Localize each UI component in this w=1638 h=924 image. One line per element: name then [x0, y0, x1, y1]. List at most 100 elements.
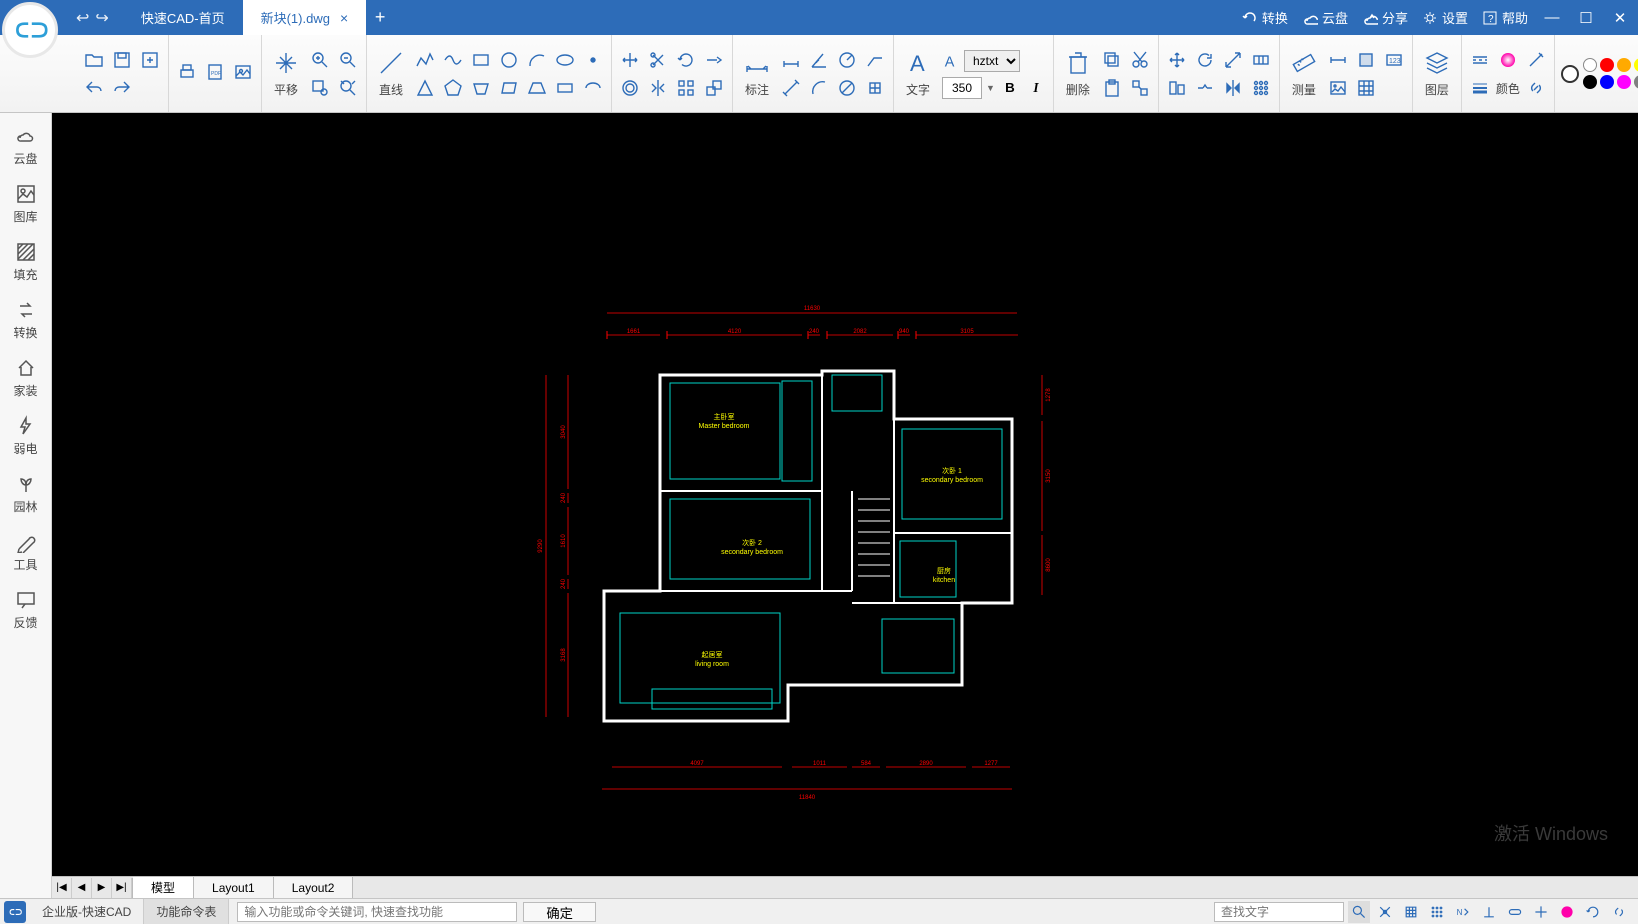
- sidebar-item-convert[interactable]: 转换: [0, 291, 51, 349]
- polygon-icon[interactable]: [469, 76, 493, 100]
- trim-icon[interactable]: [646, 48, 670, 72]
- parallelogram-icon[interactable]: [497, 76, 521, 100]
- snap-icon[interactable]: [1374, 901, 1396, 923]
- polyline-icon[interactable]: [413, 48, 437, 72]
- point-icon[interactable]: [581, 48, 605, 72]
- gear-button[interactable]: 设置: [1422, 8, 1468, 27]
- text-button[interactable]: A 文字: [900, 49, 936, 98]
- nav-forward-icon[interactable]: ↪: [95, 8, 108, 28]
- color-wheel-icon[interactable]: [1496, 48, 1520, 72]
- dist-icon[interactable]: [1326, 48, 1350, 72]
- print-icon[interactable]: [175, 60, 199, 84]
- lineweight-icon[interactable]: [1468, 76, 1492, 100]
- grid-dots-icon[interactable]: [1426, 901, 1448, 923]
- tab-first-icon[interactable]: |◀: [52, 878, 72, 898]
- app-logo[interactable]: [2, 2, 58, 58]
- pan-button[interactable]: 平移: [268, 49, 304, 98]
- help-button[interactable]: ?帮助: [1482, 8, 1528, 27]
- extend-icon[interactable]: [702, 48, 726, 72]
- triangle-icon[interactable]: [413, 76, 437, 100]
- search-icon[interactable]: [1348, 901, 1370, 923]
- dim-ordinate-icon[interactable]: [863, 76, 887, 100]
- explode-icon[interactable]: [1128, 76, 1152, 100]
- color-swatch[interactable]: [1634, 58, 1638, 72]
- grid-toggle-icon[interactable]: [1400, 901, 1422, 923]
- bold-button[interactable]: B: [999, 77, 1021, 99]
- maximize-button[interactable]: ☐: [1576, 8, 1596, 28]
- colorwheel-icon[interactable]: [1556, 901, 1578, 923]
- line-button[interactable]: 直线: [373, 49, 409, 98]
- match-icon[interactable]: [1524, 48, 1548, 72]
- arc-icon[interactable]: [525, 48, 549, 72]
- cross-icon[interactable]: [1530, 901, 1552, 923]
- tab-add-button[interactable]: +: [366, 7, 394, 28]
- circle-icon[interactable]: [497, 48, 521, 72]
- linetype-icon[interactable]: [1468, 48, 1492, 72]
- font-size-input[interactable]: [942, 77, 982, 99]
- cloud-button[interactable]: 云盘: [1302, 8, 1348, 27]
- command-input[interactable]: [237, 902, 517, 922]
- rect-icon[interactable]: [469, 48, 493, 72]
- paste-icon[interactable]: [1100, 76, 1124, 100]
- sidebar-item-feedback[interactable]: 反馈: [0, 581, 51, 639]
- zoom-extents-icon[interactable]: [336, 76, 360, 100]
- stretch-icon[interactable]: [1249, 48, 1273, 72]
- list-icon[interactable]: [1326, 76, 1350, 100]
- spline-icon[interactable]: [441, 48, 465, 72]
- save-icon[interactable]: [110, 48, 134, 72]
- title-tab-1[interactable]: 新块(1).dwg×: [243, 0, 367, 35]
- color-swatch[interactable]: [1634, 75, 1638, 89]
- saveas-icon[interactable]: [138, 48, 162, 72]
- export-image-icon[interactable]: [231, 60, 255, 84]
- layer-button[interactable]: 图层: [1419, 49, 1455, 98]
- sidebar-item-cloud[interactable]: 云盘: [0, 117, 51, 175]
- rotate2-icon[interactable]: [1193, 48, 1217, 72]
- drawing-canvas[interactable]: 主卧室Master bedroom次卧 1secondary bedroom次卧…: [52, 113, 1638, 876]
- func-table-button[interactable]: 功能命令表: [144, 899, 229, 924]
- font-select[interactable]: hztxt: [964, 50, 1020, 72]
- open-icon[interactable]: [82, 48, 106, 72]
- leader-icon[interactable]: [863, 48, 887, 72]
- tab-prev-icon[interactable]: ◀: [72, 878, 92, 898]
- copy-icon[interactable]: [1100, 48, 1124, 72]
- ortho-icon[interactable]: N: [1452, 901, 1474, 923]
- title-tab-0[interactable]: 快速CAD-首页: [123, 0, 243, 35]
- dim-linear-icon[interactable]: [779, 48, 803, 72]
- sidebar-item-garden[interactable]: 园林: [0, 465, 51, 523]
- tab-close-icon[interactable]: ×: [340, 10, 348, 26]
- link-icon[interactable]: [1524, 76, 1548, 100]
- id-icon[interactable]: 123: [1382, 48, 1406, 72]
- tab-last-icon[interactable]: ▶|: [112, 878, 132, 898]
- color-swatch[interactable]: [1600, 75, 1614, 89]
- dim-arc-icon[interactable]: [807, 76, 831, 100]
- toggle1-icon[interactable]: [1504, 901, 1526, 923]
- link2-icon[interactable]: [1608, 901, 1630, 923]
- minimize-button[interactable]: —: [1542, 8, 1562, 28]
- mirror2-icon[interactable]: [1221, 76, 1245, 100]
- rect2-icon[interactable]: [553, 76, 577, 100]
- pentagon-icon[interactable]: [441, 76, 465, 100]
- align-icon[interactable]: [1165, 76, 1189, 100]
- color-swatch[interactable]: [1617, 58, 1631, 72]
- dimension-button[interactable]: 标注: [739, 49, 775, 98]
- grid-icon[interactable]: [1354, 76, 1378, 100]
- refresh-icon[interactable]: [1582, 901, 1604, 923]
- dim-aligned-icon[interactable]: [779, 76, 803, 100]
- nav-back-icon[interactable]: ↩: [76, 8, 89, 28]
- undo-icon[interactable]: [82, 76, 106, 100]
- offset-icon[interactable]: [618, 76, 642, 100]
- sidebar-item-gallery[interactable]: 图库: [0, 175, 51, 233]
- scale2-icon[interactable]: [1221, 48, 1245, 72]
- ok-button[interactable]: 确定: [523, 902, 596, 922]
- zoom-window-icon[interactable]: [308, 76, 332, 100]
- area-icon[interactable]: [1354, 48, 1378, 72]
- refresh-button[interactable]: 转换: [1242, 8, 1288, 27]
- break-icon[interactable]: [1193, 76, 1217, 100]
- move2-icon[interactable]: [1165, 48, 1189, 72]
- status-app-icon[interactable]: [4, 901, 26, 923]
- color-swatch[interactable]: [1583, 58, 1597, 72]
- dim-angular-icon[interactable]: [807, 48, 831, 72]
- italic-button[interactable]: I: [1025, 77, 1047, 99]
- array-icon[interactable]: [674, 76, 698, 100]
- dim-radius-icon[interactable]: [835, 48, 859, 72]
